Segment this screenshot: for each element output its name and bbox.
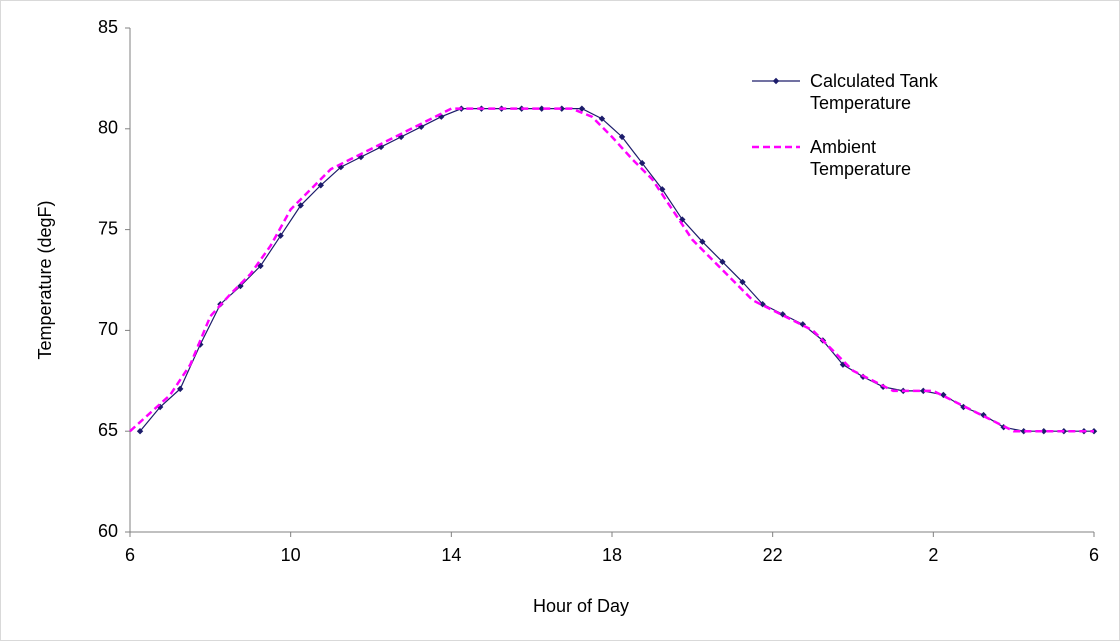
data-point: [839, 361, 847, 368]
data-point: [257, 262, 264, 270]
data-point: [598, 115, 606, 122]
data-point: [719, 258, 726, 266]
y-tick-label: 80: [98, 118, 118, 138]
data-point: [960, 403, 967, 411]
y-tick-label: 85: [98, 17, 118, 37]
legend-marker: [772, 77, 780, 85]
y-axis-title: Temperature (degF): [35, 200, 55, 359]
data-point: [317, 182, 324, 189]
data-point: [177, 385, 184, 393]
y-tick-label: 70: [98, 319, 118, 339]
data-point: [337, 163, 345, 171]
x-tick-label: 6: [1089, 545, 1099, 565]
series-line: [129, 107, 1094, 433]
data-point: [739, 278, 746, 286]
data-point: [277, 232, 284, 239]
x-tick-label: 6: [125, 545, 135, 565]
data-point: [538, 105, 545, 112]
data-point: [920, 387, 927, 395]
data-point: [659, 186, 666, 193]
data-point: [1020, 428, 1027, 435]
x-tick-label: 18: [602, 545, 622, 565]
x-tick-label: 10: [281, 545, 301, 565]
data-point: [699, 238, 706, 245]
data-point: [237, 282, 244, 290]
x-tick-label: 2: [928, 545, 938, 565]
data-point: [638, 159, 646, 167]
data-point: [136, 428, 144, 435]
data-point: [679, 216, 686, 223]
data-point: [578, 105, 586, 112]
x-tick-label: 22: [763, 545, 783, 565]
data-point: [297, 202, 304, 209]
y-tick-label: 65: [98, 420, 118, 440]
legend-label: Ambient Temperature: [810, 137, 912, 179]
x-tick-label: 14: [441, 545, 461, 565]
data-point: [558, 105, 565, 112]
data-point: [759, 300, 766, 308]
x-axis-title: Hour of Day: [533, 596, 629, 616]
data-point: [618, 133, 626, 141]
y-tick-label: 60: [98, 521, 118, 541]
data-point: [779, 311, 786, 318]
data-point: [1040, 428, 1047, 435]
legend-label: Calculated Tank Temperature: [810, 71, 938, 113]
y-tick-label: 75: [98, 218, 118, 238]
